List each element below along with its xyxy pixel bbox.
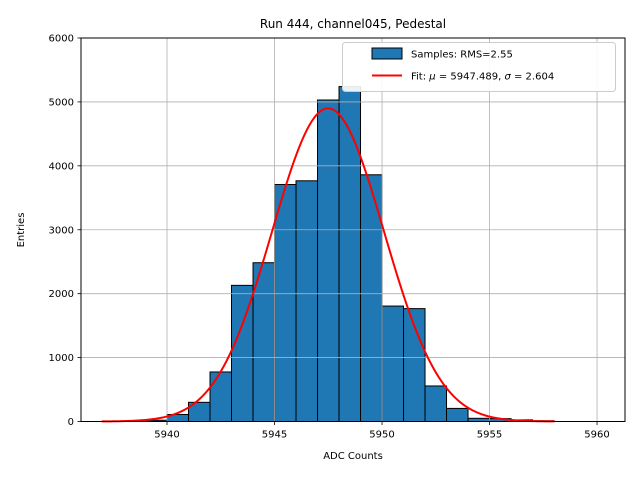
histogram-bar (295, 180, 319, 422)
histogram-bar (274, 184, 297, 422)
x-axis-label: ADC Counts (323, 451, 383, 462)
x-tick-label: 5960 (584, 430, 609, 441)
x-tick-label: 5940 (154, 430, 179, 441)
y-tick-label: 6000 (49, 34, 74, 45)
histogram-bar (381, 305, 405, 423)
x-tick-label: 5955 (477, 430, 502, 441)
legend-entry-label: Fit: μ = 5947.489, σ = 2.604 (411, 72, 554, 83)
legend-swatch-samples (371, 47, 403, 60)
histogram-bars (145, 86, 555, 423)
y-tick-label: 3000 (49, 225, 74, 236)
histogram-bar (446, 407, 469, 422)
legend: Samples: RMS=2.55 Fit: μ = 5947.489, σ = … (342, 42, 616, 92)
chart-title: Run 444, channel045, Pedestal (260, 17, 446, 31)
y-tick-label: 5000 (49, 97, 74, 108)
histogram-bar (209, 371, 233, 422)
legend-box (342, 42, 616, 92)
y-tick-label: 0 (68, 417, 74, 428)
y-axis-label: Entries (16, 213, 27, 248)
y-tick-label: 2000 (49, 289, 74, 300)
gaussian-fit-curve (101, 107, 556, 423)
histogram-bar (317, 99, 340, 422)
legend-entry-label: Samples: RMS=2.55 (411, 50, 513, 61)
histogram-bar (338, 86, 362, 423)
x-tick-label: 5950 (369, 430, 394, 441)
y-tick-label: 1000 (49, 353, 74, 364)
histogram-bar (424, 385, 448, 422)
fit-curve-layer (101, 107, 556, 423)
y-tick-label: 4000 (49, 161, 74, 172)
x-tick-label: 5945 (262, 430, 287, 441)
axes-layer: 5940 5945 5950 5955 5960 0 1000 2000 3000 4000 500… (49, 34, 626, 441)
